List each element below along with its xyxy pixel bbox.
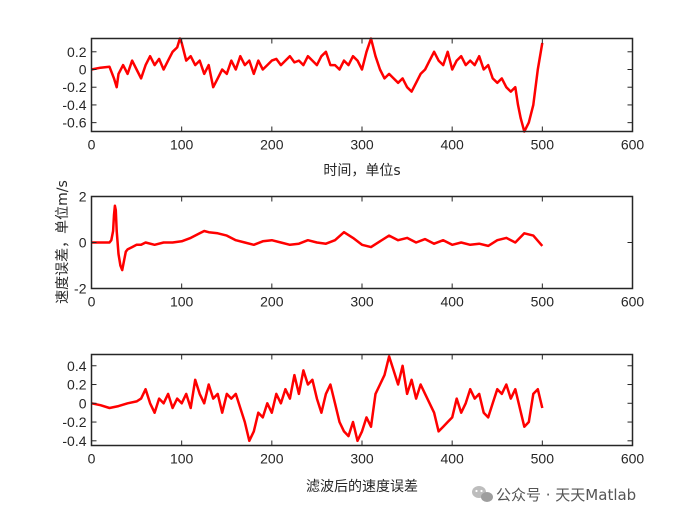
- x-tick-label: 0: [88, 451, 96, 467]
- x-tick-label: 0: [88, 137, 96, 153]
- x-tick-label: 0: [88, 294, 96, 310]
- x-tick-label: 300: [350, 294, 374, 310]
- watermark-text: 公众号 · 天天Matlab: [496, 486, 636, 504]
- subplot-2-series-line: [91, 204, 544, 272]
- x-tick-label: 300: [350, 451, 374, 467]
- y-tick-label: 0.2: [67, 377, 87, 393]
- y-tick-label: 0: [79, 395, 87, 411]
- y-tick-label: -2: [74, 281, 87, 297]
- subplot-1-ticks: 0 100 200 300 400 500 600-0.6-0.4-0.200.2: [62, 38, 645, 153]
- subplot-1: 0 100 200 300 400 500 600-0.6-0.4-0.200.2 时间，单…: [62, 37, 645, 179]
- subplot-2: 0 100 200 300 400 500 600-202 速度误差，单位m/s: [55, 180, 644, 309]
- y-tick-label: -0.4: [62, 433, 86, 449]
- subplot-1-xlabel: 时间，单位s: [323, 163, 400, 179]
- subplot-2-ylabel: 速度误差，单位m/s: [55, 180, 71, 304]
- x-tick-label: 300: [350, 137, 374, 153]
- y-tick-label: -0.6: [62, 115, 86, 131]
- x-tick-label: 200: [260, 294, 284, 310]
- x-tick-label: 200: [260, 137, 284, 153]
- y-tick-label: 0: [79, 235, 87, 251]
- x-tick-label: 500: [531, 451, 555, 467]
- y-tick-label: 0: [79, 62, 87, 78]
- subplot-1-series-line: [91, 37, 544, 133]
- watermark: 公众号 · 天天Matlab: [472, 486, 636, 504]
- y-tick-label: 2: [79, 189, 87, 205]
- x-tick-label: 600: [621, 451, 645, 467]
- x-tick-label: 100: [170, 294, 194, 310]
- subplot-3-ticks: 0 100 200 300 400 500 600 -0.4 -0.2 0 0.2 0.4: [62, 354, 645, 467]
- wechat-icon: [472, 486, 493, 502]
- subplot-3-xlabel: 滤波后的速度误差: [306, 479, 418, 495]
- y-tick-label: 0.4: [67, 358, 87, 374]
- x-tick-label: 500: [531, 137, 555, 153]
- x-tick-label: 400: [440, 137, 464, 153]
- y-tick-label: 0.2: [67, 44, 87, 60]
- x-tick-label: 100: [170, 451, 194, 467]
- x-tick-label: 400: [440, 451, 464, 467]
- y-tick-label: -0.4: [62, 97, 86, 113]
- x-tick-label: 600: [621, 294, 645, 310]
- x-tick-label: 600: [621, 137, 645, 153]
- y-tick-label: -0.2: [62, 79, 86, 95]
- subplot-3-series-line: [91, 355, 544, 443]
- x-tick-label: 500: [531, 294, 555, 310]
- x-tick-label: 400: [440, 294, 464, 310]
- y-tick-label: -0.2: [62, 414, 86, 430]
- x-tick-label: 200: [260, 451, 284, 467]
- subplot-2-ticks: 0 100 200 300 400 500 600-202: [74, 189, 644, 310]
- x-tick-label: 100: [170, 137, 194, 153]
- subplot-3: 0 100 200 300 400 500 600 -0.4 -0.2 0 0.2 0.4 滤波后的速…: [62, 353, 645, 495]
